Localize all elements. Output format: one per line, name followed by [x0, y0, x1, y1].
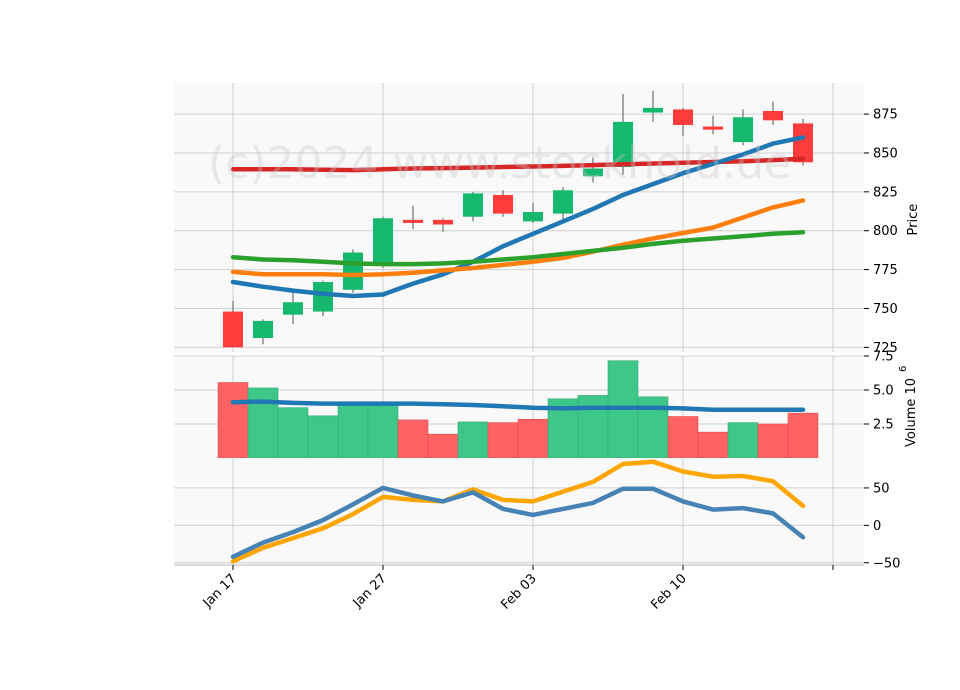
- candle-up: [643, 107, 663, 113]
- candle-down: [403, 219, 423, 223]
- candle-up: [343, 252, 363, 290]
- candle-up: [253, 320, 273, 339]
- volume-bar-down: [667, 416, 699, 459]
- price-ytick-label: 850: [873, 146, 898, 161]
- volume-bar-up: [577, 395, 609, 459]
- volume-axis-label: Volume 10: [904, 378, 919, 447]
- volume-bar-up: [307, 415, 339, 459]
- price-ytick-label: 800: [873, 224, 898, 239]
- oscillator-line-osc_orange: [230, 459, 806, 564]
- oscillator-ytick-label: −50: [873, 556, 900, 571]
- candle-up: [313, 282, 333, 312]
- candle-up: [553, 190, 573, 214]
- moving-average-line-ma_green: [230, 230, 806, 267]
- candle-up: [373, 218, 393, 265]
- volume-ytick-label: 7.5: [873, 350, 894, 365]
- price-ytick-label: 825: [873, 185, 898, 200]
- candle-up: [283, 302, 303, 315]
- oscillator-panel: −50 0 50: [174, 458, 900, 571]
- volume-bar-down: [487, 422, 519, 459]
- candle-down: [673, 109, 693, 125]
- price-ytick-label: 875: [873, 108, 898, 123]
- date-axis-label: Feb 03: [498, 571, 540, 613]
- candle-up: [613, 121, 633, 167]
- candle-down: [223, 311, 243, 348]
- volume-bar-up: [337, 401, 369, 459]
- date-axis-label: Feb 10: [648, 571, 690, 613]
- volume-bar-down: [217, 382, 249, 459]
- volume-average-line: [230, 399, 806, 412]
- candle-down: [793, 123, 813, 163]
- volume-ytick-label: 2.5: [873, 418, 894, 433]
- date-axis-label: Jan 27: [350, 571, 390, 611]
- price-panel: 725 750 775 800 825 850 875 Price: [174, 83, 921, 356]
- watermark-text: (c)2024 www.stockhold.de: [208, 138, 791, 189]
- volume-bar-up: [277, 407, 309, 459]
- volume-bar-down: [427, 433, 459, 459]
- volume-bar-up: [367, 403, 399, 459]
- price-background: [174, 83, 864, 352]
- volume-bar-up: [727, 422, 759, 459]
- oscillator-line-osc_blue: [230, 485, 806, 560]
- price-ytick-label: 750: [873, 302, 898, 317]
- date-axis: Jan 17 Jan 27 Feb 03 Feb 10: [200, 565, 834, 613]
- volume-ytick-label: 5.0: [873, 384, 894, 399]
- candle-down: [763, 110, 783, 121]
- oscillator-ytick-label: 0: [873, 519, 881, 534]
- oscillator-ytick-label: 50: [873, 481, 890, 496]
- candle-up: [583, 168, 603, 177]
- volume-bar-down: [697, 431, 729, 459]
- moving-average-line-sma_long: [230, 156, 806, 173]
- price-ytick-label: 725: [873, 341, 898, 356]
- moving-average-line-ma_blue: [230, 135, 806, 299]
- volume-axis-exponent: 6: [898, 366, 909, 372]
- candle-down: [433, 219, 453, 225]
- price-axis-label: Price: [906, 204, 921, 236]
- volume-panel: 2.5 5.0 7.5 Volume 10 6: [174, 350, 919, 459]
- price-ytick-label: 775: [873, 263, 898, 278]
- candle-up: [523, 212, 543, 222]
- candle-up: [733, 117, 753, 143]
- candle-down: [493, 194, 513, 214]
- volume-bar-down: [517, 418, 549, 459]
- volume-bar-up: [457, 421, 489, 459]
- volume-bar-down: [397, 419, 429, 459]
- date-axis-label: Jan 17: [200, 571, 240, 611]
- volume-bar-down: [787, 412, 819, 459]
- volume-bar-down: [757, 423, 789, 459]
- volume-bar-up: [247, 387, 279, 459]
- moving-average-line-ma_orange: [230, 198, 806, 278]
- candle-down: [703, 126, 723, 130]
- candle-up: [463, 193, 483, 217]
